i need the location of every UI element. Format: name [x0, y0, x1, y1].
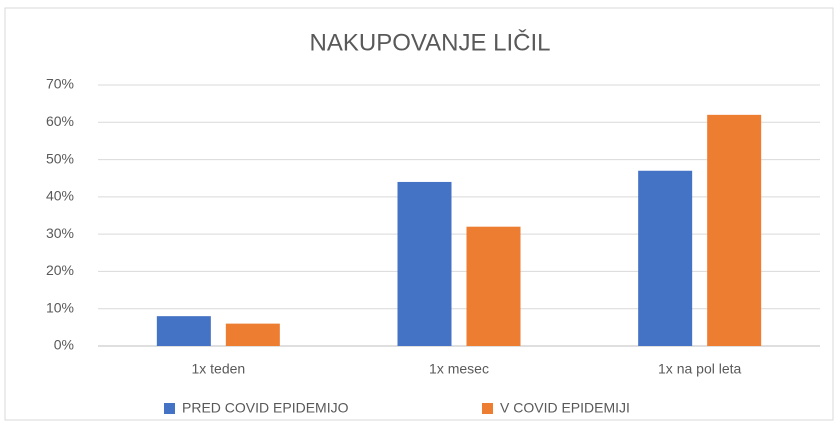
y-tick-label: 30% — [46, 225, 74, 241]
legend-swatch — [482, 403, 493, 414]
bar — [466, 226, 521, 346]
chart-title: NAKUPOVANJE LIČIL — [310, 28, 551, 56]
legend-swatch — [164, 403, 175, 414]
y-tick-label: 70% — [46, 76, 74, 92]
y-tick-label: 40% — [46, 188, 74, 204]
legend-label: V COVID EPIDEMIJI — [500, 400, 630, 416]
bar — [156, 316, 211, 346]
bar — [397, 181, 452, 346]
bar — [225, 323, 280, 346]
x-tick-label: 1x na pol leta — [658, 361, 741, 377]
y-tick-label: 0% — [54, 337, 74, 353]
bar — [638, 170, 693, 346]
y-tick-label: 20% — [46, 262, 74, 278]
bar — [707, 114, 762, 346]
y-tick-label: 50% — [46, 150, 74, 166]
y-tick-label: 10% — [46, 299, 74, 315]
y-tick-label: 60% — [46, 113, 74, 129]
x-tick-label: 1x mesec — [429, 361, 489, 377]
x-tick-label: 1x teden — [191, 361, 245, 377]
legend-label: PRED COVID EPIDEMIJO — [182, 400, 349, 416]
